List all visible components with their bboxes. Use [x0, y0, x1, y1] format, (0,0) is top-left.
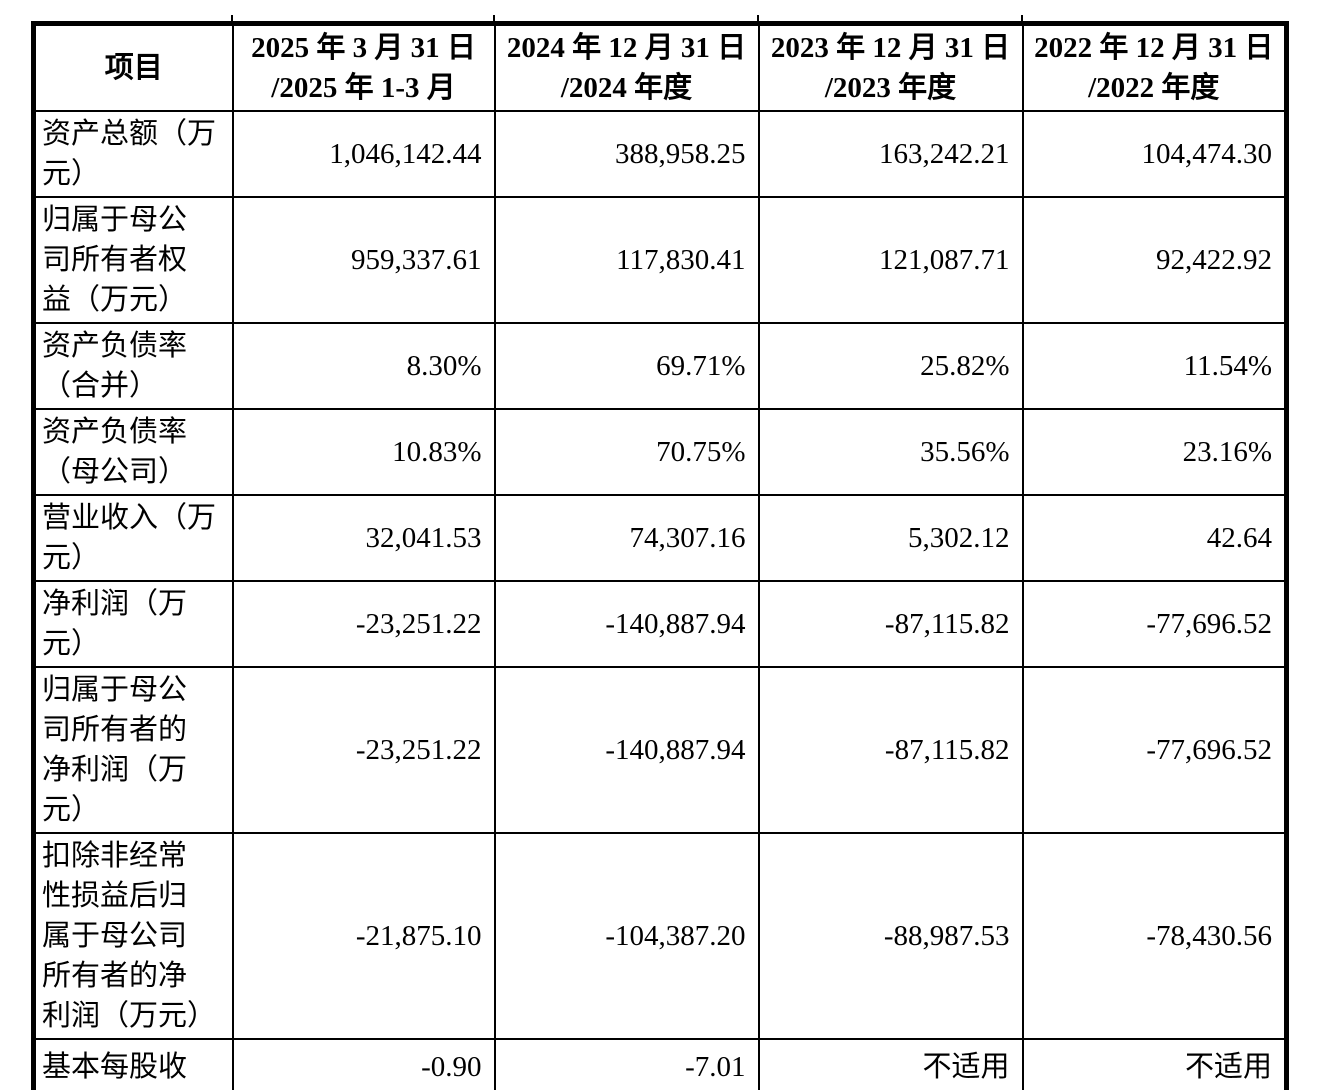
row-label: 扣除非经常 性损益后归 属于母公司 所有者的净 利润（万元） [32, 832, 234, 1040]
row-label: 基本每股收 [32, 1038, 234, 1090]
cell-value: 25.82% [757, 322, 1024, 410]
header-item-column: 项目 [32, 22, 234, 112]
table-row-total-assets: 资产总额（万 元） 1,046,142.44 388,958.25 163,24… [32, 110, 1288, 198]
cell-value: 1,046,142.44 [231, 110, 496, 198]
cell-value: 23.16% [1021, 408, 1288, 496]
cell-value: -23,251.22 [231, 580, 496, 668]
table-row-net-profit-attributable-parent: 归属于母公 司所有者的 净利润（万 元） -23,251.22 -140,887… [32, 666, 1288, 834]
cell-value: 不适用 [757, 1038, 1024, 1090]
cell-value: 11.54% [1021, 322, 1288, 410]
cell-value: 8.30% [231, 322, 496, 410]
table-header-row: 项目 2025 年 3 月 31 日 /2025 年 1-3 月 2024 年 … [32, 22, 1288, 112]
cell-value: 10.83% [231, 408, 496, 496]
cell-value: -140,887.94 [493, 666, 760, 834]
row-label: 资产负债率 （母公司） [32, 408, 234, 496]
row-label: 资产负债率 （合并） [32, 322, 234, 410]
cell-value: -78,430.56 [1021, 832, 1288, 1040]
table-row-parent-equity: 归属于母公 司所有者权 益（万元） 959,337.61 117,830.41 … [32, 196, 1288, 324]
table-row-debt-ratio-consolidated: 资产负债率 （合并） 8.30% 69.71% 25.82% 11.54% [32, 322, 1288, 410]
cell-value: 104,474.30 [1021, 110, 1288, 198]
cell-value: 388,958.25 [493, 110, 760, 198]
cell-value: -77,696.52 [1021, 666, 1288, 834]
column-border-tick [757, 15, 759, 23]
cell-value: 35.56% [757, 408, 1024, 496]
cell-value: -77,696.52 [1021, 580, 1288, 668]
row-label: 净利润（万 元） [32, 580, 234, 668]
column-border-tick [1021, 15, 1023, 23]
table-row-debt-ratio-parent: 资产负债率 （母公司） 10.83% 70.75% 35.56% 23.16% [32, 408, 1288, 496]
cell-value: -21,875.10 [231, 832, 496, 1040]
cell-value: 959,337.61 [231, 196, 496, 324]
column-border-tick [493, 15, 495, 23]
header-period-2022: 2022 年 12 月 31 日 /2022 年度 [1021, 22, 1288, 112]
cell-value: -7.01 [493, 1038, 760, 1090]
cell-value: 32,041.53 [231, 494, 496, 582]
cell-value: 74,307.16 [493, 494, 760, 582]
cell-value: 42.64 [1021, 494, 1288, 582]
cell-value: 70.75% [493, 408, 760, 496]
row-label: 归属于母公 司所有者的 净利润（万 元） [32, 666, 234, 834]
row-label: 资产总额（万 元） [32, 110, 234, 198]
financial-summary-table: 项目 2025 年 3 月 31 日 /2025 年 1-3 月 2024 年 … [31, 21, 1289, 1090]
row-label: 营业收入（万 元） [32, 494, 234, 582]
cell-value: 92,422.92 [1021, 196, 1288, 324]
cell-value: 117,830.41 [493, 196, 760, 324]
table-row-net-profit: 净利润（万 元） -23,251.22 -140,887.94 -87,115.… [32, 580, 1288, 668]
table-row-net-profit-excl-nonrecurring: 扣除非经常 性损益后归 属于母公司 所有者的净 利润（万元） -21,875.1… [32, 832, 1288, 1040]
cell-value: -88,987.53 [757, 832, 1024, 1040]
cell-value: -23,251.22 [231, 666, 496, 834]
table-row-basic-eps: 基本每股收 -0.90 -7.01 不适用 不适用 [32, 1038, 1288, 1090]
column-border-tick [231, 15, 233, 23]
header-period-2024: 2024 年 12 月 31 日 /2024 年度 [493, 22, 760, 112]
cell-value: -87,115.82 [757, 580, 1024, 668]
cell-value: -87,115.82 [757, 666, 1024, 834]
cell-value: -140,887.94 [493, 580, 760, 668]
cell-value: 不适用 [1021, 1038, 1288, 1090]
cell-value: 69.71% [493, 322, 760, 410]
header-period-2025: 2025 年 3 月 31 日 /2025 年 1-3 月 [231, 22, 496, 112]
row-label: 归属于母公 司所有者权 益（万元） [32, 196, 234, 324]
cell-value: 121,087.71 [757, 196, 1024, 324]
cell-value: -0.90 [231, 1038, 496, 1090]
header-period-2023: 2023 年 12 月 31 日 /2023 年度 [757, 22, 1024, 112]
cell-value: -104,387.20 [493, 832, 760, 1040]
table-row-operating-revenue: 营业收入（万 元） 32,041.53 74,307.16 5,302.12 4… [32, 494, 1288, 582]
cell-value: 163,242.21 [757, 110, 1024, 198]
cell-value: 5,302.12 [757, 494, 1024, 582]
